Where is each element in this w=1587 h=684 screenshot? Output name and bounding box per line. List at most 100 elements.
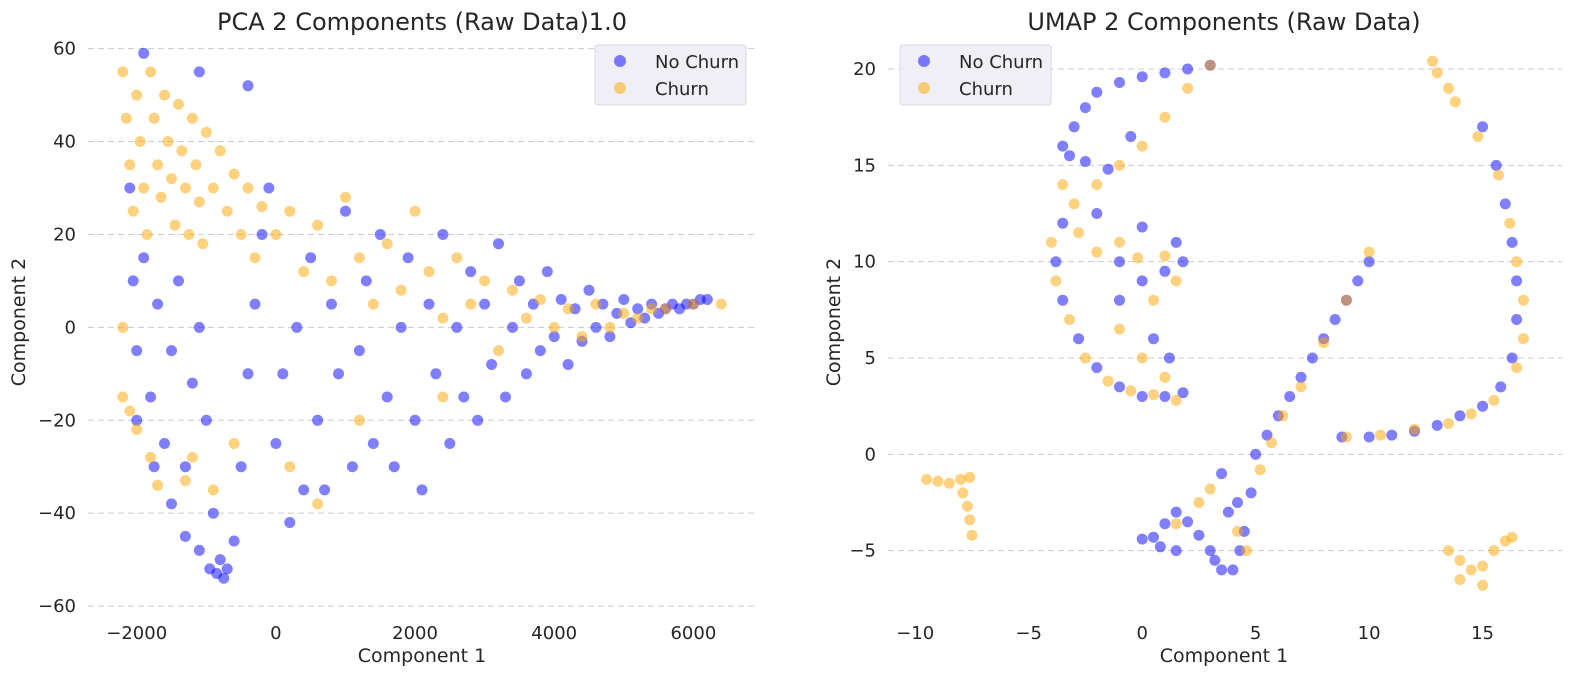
umap-point-no-churn: [1159, 265, 1171, 277]
pca-point-churn: [242, 182, 254, 194]
umap-point-no-churn: [1431, 419, 1443, 431]
pca-point-no-churn: [193, 321, 205, 333]
pca-x-tick-label: −2000: [106, 623, 167, 644]
umap-point-no-churn: [1506, 352, 1518, 364]
pca-point-churn: [298, 266, 310, 278]
pca-point-churn: [256, 201, 268, 213]
pca-point-churn: [145, 66, 157, 78]
pca-point-churn: [493, 345, 504, 357]
pca-point-no-churn: [486, 359, 498, 370]
pca-point-no-churn: [145, 391, 157, 403]
umap-point-no-churn: [1177, 387, 1189, 399]
umap-point-no-churn: [1136, 533, 1148, 545]
umap-point-churn: [1477, 579, 1489, 591]
umap-point-no-churn: [1222, 506, 1234, 518]
umap-point-churn: [1114, 236, 1125, 248]
pca-point-churn: [632, 312, 644, 324]
umap-point-churn: [1159, 371, 1171, 383]
umap-point-no-churn: [1163, 352, 1175, 364]
pca-point-no-churn: [166, 498, 177, 510]
umap-point-churn: [1193, 497, 1205, 508]
umap-point-churn: [1427, 55, 1439, 67]
pca-point-churn: [117, 321, 129, 333]
pca-point-churn: [687, 298, 699, 310]
umap-point-churn: [964, 471, 976, 483]
pca-point-no-churn: [277, 368, 289, 380]
pca-point-no-churn: [520, 368, 532, 380]
umap-point-churn: [1050, 275, 1062, 287]
pca-point-churn: [507, 284, 518, 296]
umap-point-churn: [1409, 423, 1420, 435]
pca-point-churn: [207, 484, 219, 496]
pca-point-churn: [183, 229, 195, 240]
umap-point-churn: [1318, 337, 1330, 349]
pca-point-churn: [534, 294, 546, 305]
pca-point-churn: [186, 112, 198, 124]
pca-point-no-churn: [548, 331, 560, 343]
umap-point-no-churn: [1079, 102, 1091, 114]
pca-point-no-churn: [430, 368, 442, 380]
umap-x-tick-label: 5: [1250, 623, 1261, 644]
umap-point-no-churn: [1136, 71, 1148, 83]
pca-grid: [88, 48, 756, 607]
pca-point-churn: [169, 219, 181, 231]
pca-point-churn: [312, 219, 324, 231]
umap-y-tick-label: 5: [865, 348, 876, 369]
umap-point-no-churn: [1245, 487, 1257, 499]
pca-point-no-churn: [353, 345, 365, 357]
pca-y-tick-label: 40: [53, 132, 76, 153]
pca-point-churn: [249, 252, 261, 264]
pca-y-tick-label: 60: [53, 39, 76, 60]
umap-point-churn: [921, 473, 933, 485]
umap-point-no-churn: [1216, 564, 1228, 576]
umap-point-churn: [1241, 545, 1253, 557]
umap-point-no-churn: [1284, 391, 1296, 402]
umap-x-tick-label: 0: [1136, 623, 1147, 644]
pca-x-tick-label: 6000: [670, 623, 716, 644]
umap-point-churn: [1443, 418, 1454, 429]
pca-point-no-churn: [200, 414, 212, 426]
pca-point-churn: [197, 238, 209, 250]
pca-point-churn: [190, 159, 202, 171]
umap-point-no-churn: [1057, 140, 1069, 152]
pca-y-axis-label: Component 2: [8, 258, 30, 386]
pca-point-no-churn: [152, 298, 164, 310]
pca-x-tick-label: 2000: [392, 623, 438, 644]
pca-y-tick-label: −60: [38, 596, 76, 617]
umap-point-no-churn: [1193, 529, 1205, 541]
umap-point-no-churn: [1204, 545, 1216, 557]
pca-point-churn: [138, 182, 150, 194]
pca-point-no-churn: [416, 484, 428, 496]
pca-point-churn: [590, 298, 602, 310]
umap-point-churn: [1204, 483, 1216, 495]
pca-y-tick-label: −40: [38, 503, 76, 524]
pca-point-no-churn: [166, 345, 177, 357]
umap-point-no-churn: [1170, 506, 1182, 518]
pca-point-no-churn: [381, 391, 393, 403]
umap-point-no-churn: [1454, 410, 1466, 422]
pca-point-churn: [193, 196, 205, 208]
pca-point-no-churn: [319, 484, 331, 496]
umap-point-churn: [1073, 227, 1085, 239]
pca-point-no-churn: [138, 252, 150, 264]
umap-point-no-churn: [1091, 208, 1103, 219]
pca-legend: No Churn Churn: [594, 44, 747, 106]
umap-point-churn: [1454, 554, 1466, 566]
pca-point-churn: [437, 391, 449, 403]
pca-point-no-churn: [590, 321, 602, 333]
umap-point-no-churn: [1057, 217, 1069, 229]
pca-point-churn: [148, 112, 160, 124]
umap-point-churn: [1517, 333, 1529, 345]
umap-point-no-churn: [1114, 294, 1125, 306]
umap-point-churn: [1232, 525, 1243, 537]
pca-point-churn: [479, 275, 491, 287]
umap-point-churn: [1504, 217, 1516, 229]
umap-point-no-churn: [1495, 381, 1507, 393]
pca-point-churn: [124, 159, 136, 171]
pca-point-no-churn: [127, 275, 139, 287]
pca-point-no-churn: [179, 461, 191, 473]
umap-point-no-churn: [1148, 333, 1159, 345]
pca-point-churn: [131, 424, 143, 435]
pca-point-churn: [520, 312, 532, 324]
umap-point-churn: [1431, 67, 1443, 79]
